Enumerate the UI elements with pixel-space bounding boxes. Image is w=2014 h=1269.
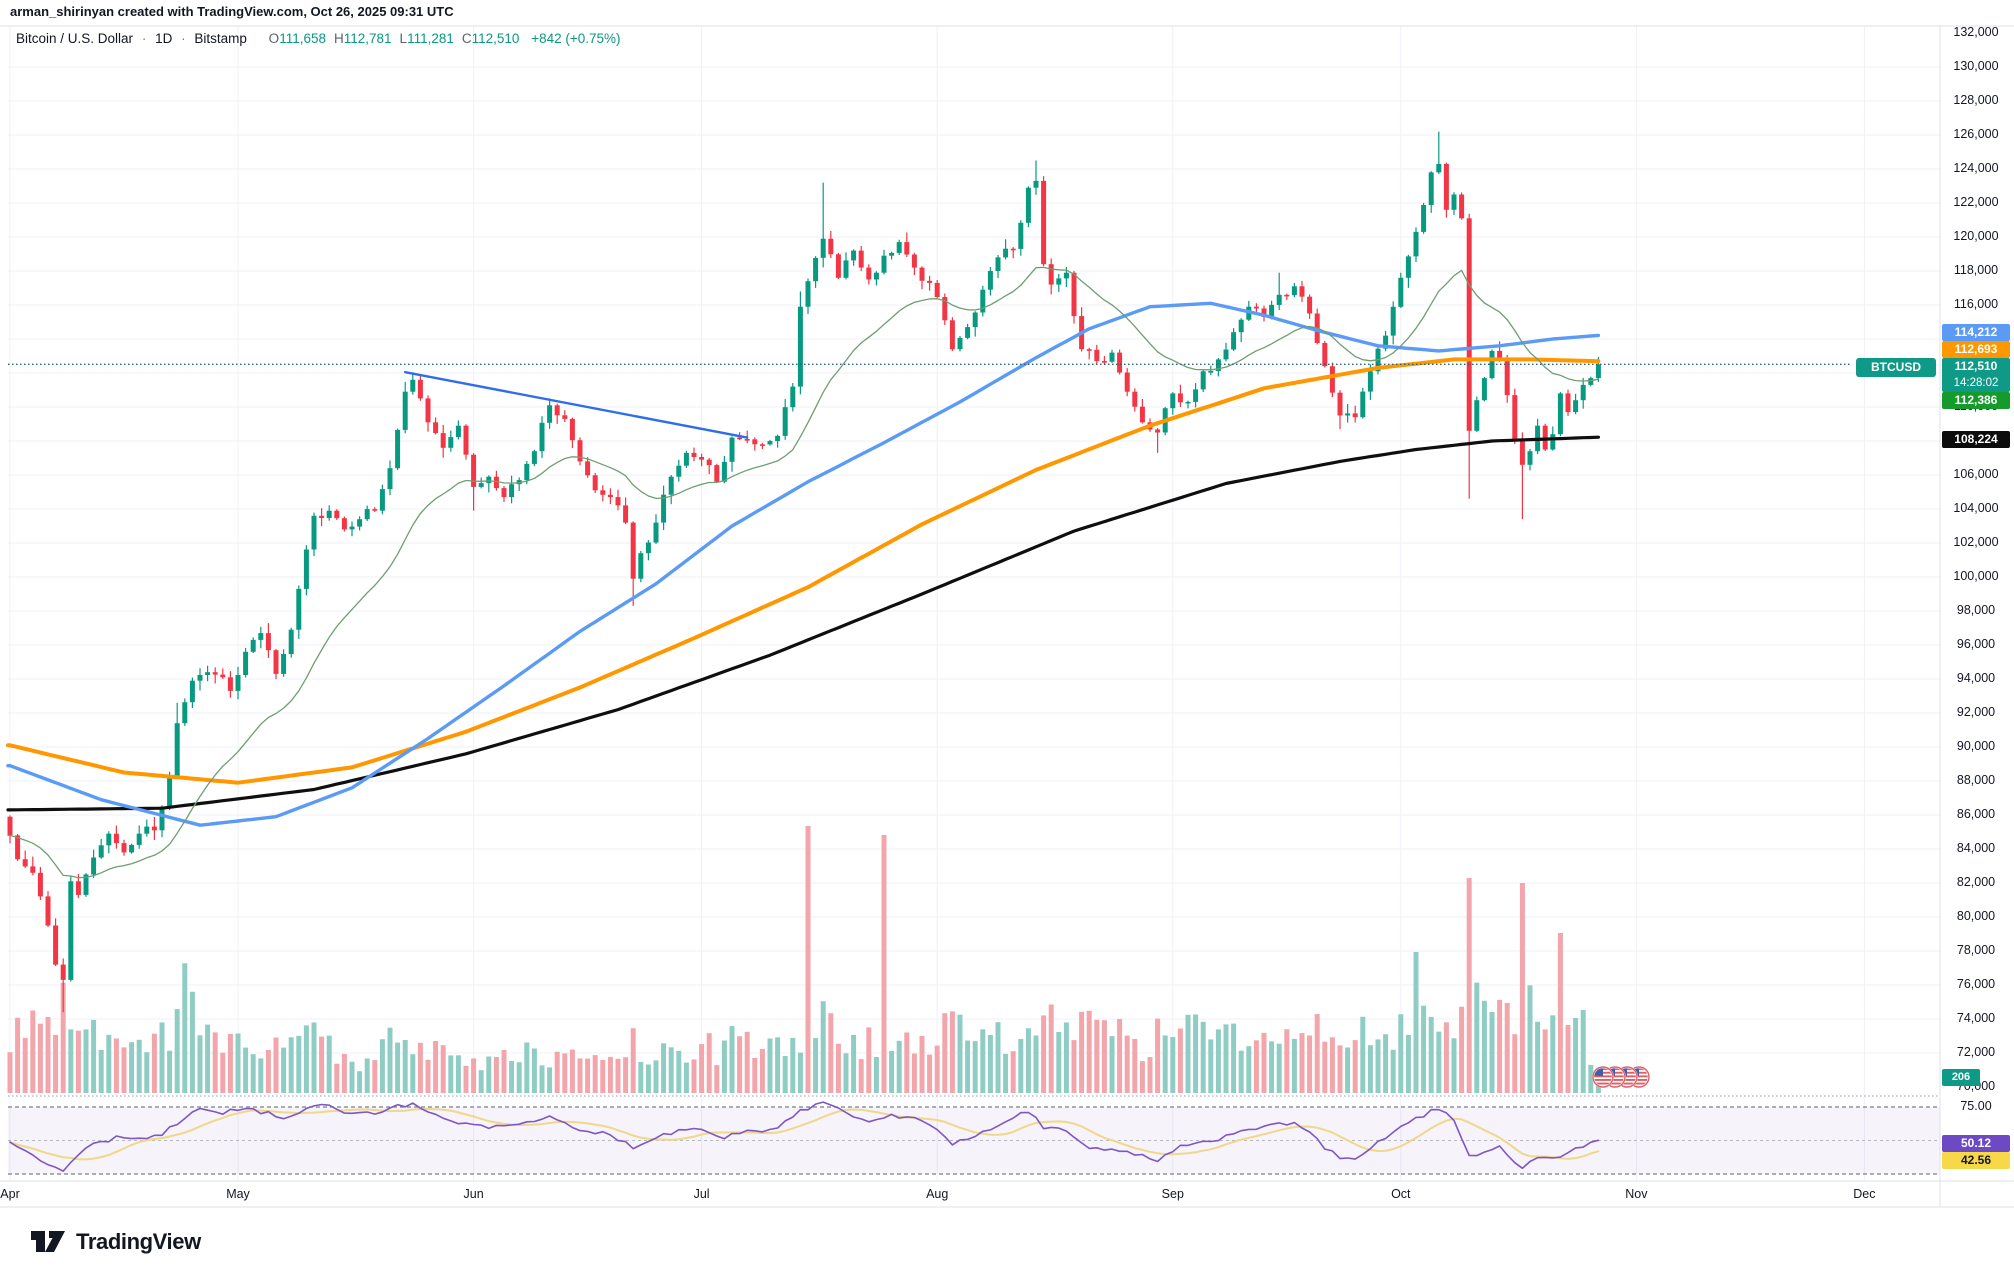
- tradingview-logo-text: TradingView: [76, 1229, 201, 1254]
- time-axis-label-nov: Nov: [1625, 1187, 1648, 1201]
- volume-badge: 206: [1942, 1069, 1980, 1086]
- time-axis-label-aug: Aug: [926, 1187, 949, 1201]
- price-axis-label: 130,000: [1953, 59, 1999, 73]
- price-axis-label: 86,000: [1956, 807, 1996, 821]
- price-axis-label: 84,000: [1956, 841, 1996, 855]
- price-axis-label: 126,000: [1953, 127, 1999, 141]
- time-axis-label-apr: Apr: [0, 1187, 20, 1201]
- change-value: +842 (+0.75%): [531, 31, 621, 46]
- ohlc-value: 111,281: [407, 31, 454, 46]
- time-axis-label-oct: Oct: [1391, 1187, 1411, 1201]
- price-axis-label: 98,000: [1956, 603, 1996, 617]
- time-axis-label-jul: Jul: [693, 1187, 710, 1201]
- time-axis-label-may: May: [226, 1187, 250, 1201]
- price-axis-label: 104,000: [1953, 501, 1999, 515]
- ohlc-key: H: [333, 31, 344, 46]
- ohlc-key: C: [461, 31, 472, 46]
- price-badge-orange: 112,693: [1942, 341, 2010, 358]
- price-axis-label: 82,000: [1956, 875, 1996, 889]
- separator-dot: ·: [181, 31, 186, 46]
- ohlc-value: 112,781: [343, 31, 392, 46]
- price-axis-label: 106,000: [1953, 467, 1999, 481]
- countdown-timer: 14:28:02: [1953, 377, 1999, 389]
- time-axis-label-sep: Sep: [1161, 1187, 1184, 1201]
- price-axis-label: 122,000: [1953, 195, 1999, 209]
- price-axis-label: 100,000: [1953, 569, 1999, 583]
- rsi-badge-purple: 50.12: [1942, 1135, 2010, 1152]
- event-flag-icons[interactable]: [1592, 1066, 1650, 1088]
- ohlc-key: O: [268, 31, 280, 46]
- price-axis-label: 120,000: [1953, 229, 1999, 243]
- price-axis-label: 118,000: [1953, 263, 1999, 277]
- exchange-label: Bitstamp: [194, 31, 247, 46]
- price-axis-label: 78,000: [1956, 943, 1996, 957]
- price-axis-label: 132,000: [1953, 25, 1999, 39]
- symbol-row[interactable]: Bitcoin / U.S. Dollar · 1D · Bitstamp O1…: [16, 31, 621, 46]
- tradingview-logo-icon: [31, 1231, 65, 1252]
- price-axis-label: 124,000: [1953, 161, 1999, 175]
- price-axis-label: 92,000: [1956, 705, 1996, 719]
- tradingview-logo[interactable]: TradingView: [30, 1228, 201, 1256]
- price-axis-label: 90,000: [1956, 739, 1996, 753]
- rsi-badge-yellow: 42.56: [1942, 1152, 2010, 1169]
- price-axis-label: 88,000: [1956, 773, 1996, 787]
- rsi-band-label: 75.00: [1960, 1099, 1992, 1113]
- price-badge-teal: 112,510 14:28:02: [1942, 358, 2010, 392]
- interval-label[interactable]: 1D: [155, 31, 173, 46]
- price-axis-label: 72,000: [1956, 1045, 1996, 1059]
- price-axis-label: 74,000: [1956, 1011, 1996, 1025]
- attribution-text: arman_shirinyan created with TradingView…: [10, 4, 454, 19]
- ohlc-value: 112,510: [471, 31, 520, 46]
- price-axis-label: 96,000: [1956, 637, 1996, 651]
- price-badge-blue: 114,212: [1942, 324, 2010, 341]
- price-badge-black: 108,224: [1942, 431, 2010, 448]
- price-axis-label: 116,000: [1953, 297, 1999, 311]
- ohlc-value: 111,658: [279, 31, 326, 46]
- time-axis-label-dec: Dec: [1853, 1187, 1876, 1201]
- separator-dot: ·: [141, 31, 147, 46]
- symbol-price-label: BTCUSD: [1856, 358, 1936, 377]
- price-axis-label: 102,000: [1953, 535, 1999, 549]
- symbol-name[interactable]: Bitcoin / U.S. Dollar: [16, 31, 134, 46]
- ohlc-values: O111,658 H112,781 L111,281 C112,510: [261, 31, 520, 46]
- ohlc-key: L: [399, 31, 408, 46]
- price-axis-label: 94,000: [1956, 671, 1996, 685]
- price-axis-label: 80,000: [1956, 909, 1996, 923]
- price-badge-green: 112,386: [1942, 392, 2010, 409]
- price-axis-label: 128,000: [1953, 93, 1999, 107]
- price-axis-label: 76,000: [1956, 977, 1996, 991]
- time-axis-label-jun: Jun: [463, 1187, 484, 1201]
